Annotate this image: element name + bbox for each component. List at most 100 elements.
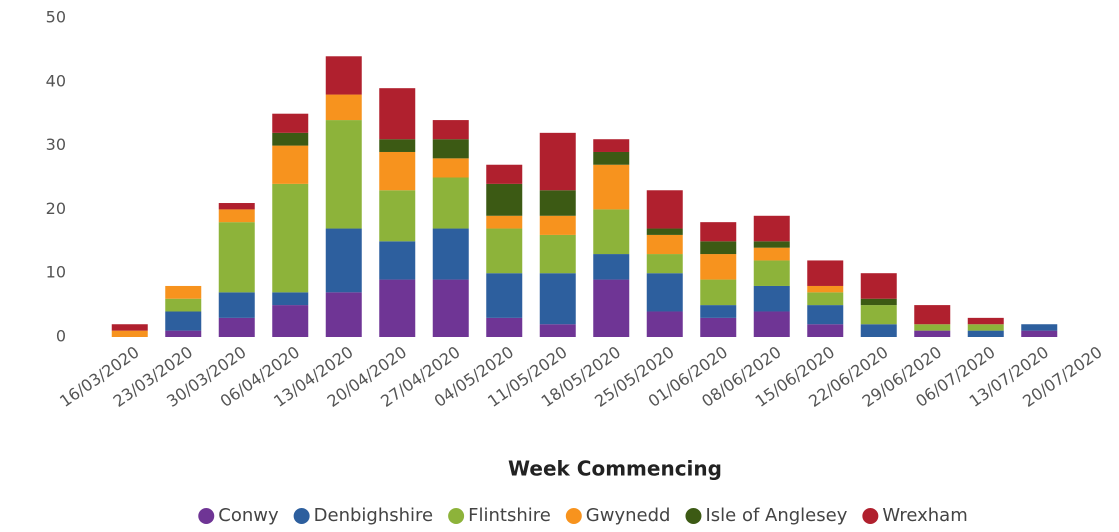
- bar-segment: [111, 324, 148, 331]
- bar-segment: [860, 305, 897, 325]
- bar-segment: [807, 324, 844, 337]
- legend-label: Wrexham: [882, 505, 967, 526]
- y-tick-label: 0: [56, 327, 66, 346]
- bar-segment: [539, 324, 576, 337]
- bar-segment: [486, 317, 523, 337]
- bar-segment: [967, 317, 1004, 325]
- bar-segment: [432, 228, 469, 280]
- legend-swatch: [448, 508, 465, 524]
- bar-segment: [539, 190, 576, 216]
- bar-segment: [860, 324, 897, 337]
- bar-segment: [646, 254, 683, 274]
- bar-segment: [218, 222, 255, 293]
- bar-segment: [379, 139, 416, 152]
- bar-segment: [165, 285, 202, 299]
- bar-segment: [379, 279, 416, 337]
- legend-label: Flintshire: [468, 505, 551, 526]
- bar-segment: [272, 183, 309, 293]
- bar-segment: [539, 215, 576, 235]
- bar-segment: [325, 120, 362, 229]
- y-tick-label: 40: [46, 71, 66, 90]
- bar-segment: [646, 311, 683, 337]
- bar-segment: [218, 203, 255, 210]
- bar-segment: [646, 273, 683, 312]
- bar-segment: [432, 279, 469, 337]
- legend-label: Denbighshire: [314, 505, 433, 526]
- bar-segment: [753, 311, 790, 337]
- bar-segment: [700, 241, 737, 255]
- bar-segment: [860, 273, 897, 299]
- bar-segment: [753, 260, 790, 286]
- bar-segment: [914, 324, 951, 331]
- bar-segment: [218, 209, 255, 223]
- bar-segment: [593, 151, 630, 165]
- bar-segment: [967, 330, 1004, 337]
- bar-segment: [432, 177, 469, 229]
- legend-swatch: [862, 508, 879, 524]
- bar-segment: [593, 209, 630, 255]
- bar-segment: [646, 190, 683, 229]
- bar-segment: [753, 285, 790, 312]
- bar-segment: [325, 56, 362, 95]
- bar-segment: [486, 228, 523, 274]
- bar-segment: [539, 273, 576, 325]
- legend-swatch: [198, 508, 215, 524]
- bar-segment: [860, 298, 897, 306]
- bar-segment: [272, 145, 309, 184]
- bar-segment: [593, 279, 630, 337]
- bar-segment: [593, 139, 630, 152]
- bar-segment: [111, 330, 148, 337]
- bar-segment: [539, 234, 576, 274]
- bar-segment: [914, 305, 951, 325]
- legend-swatch: [685, 508, 702, 524]
- bar-segment: [218, 317, 255, 337]
- bar-segment: [807, 285, 844, 293]
- bar-segment: [646, 228, 683, 235]
- bar-segment: [753, 247, 790, 261]
- y-tick-label: 30: [46, 135, 66, 154]
- bar-segment: [272, 292, 309, 306]
- bar-segment: [379, 241, 416, 280]
- bar-segment: [379, 190, 416, 242]
- bar-segment: [325, 94, 362, 121]
- y-tick-label: 20: [46, 199, 66, 218]
- bar-segment: [165, 311, 202, 331]
- bar-segment: [593, 254, 630, 280]
- bar-segment: [486, 273, 523, 318]
- bar-segment: [432, 120, 469, 140]
- bar-segment: [914, 330, 951, 337]
- bar-segment: [486, 183, 523, 216]
- bar-segment: [1021, 324, 1058, 331]
- bar-segment: [967, 324, 1004, 331]
- legend-label: Gwynedd: [586, 505, 671, 526]
- bar-segment: [700, 222, 737, 242]
- bar-segment: [807, 292, 844, 306]
- bar-segment: [165, 298, 202, 312]
- bar-segment: [165, 330, 202, 337]
- bar-segment: [432, 139, 469, 159]
- bar-segment: [700, 279, 737, 306]
- bar-segment: [272, 113, 309, 133]
- bar-segment: [753, 215, 790, 242]
- bar-segment: [1021, 330, 1058, 337]
- y-tick-label: 10: [46, 263, 66, 282]
- bar-segment: [539, 132, 576, 191]
- bar-segment: [379, 88, 416, 140]
- bar-segment: [593, 164, 630, 210]
- bar-segment: [432, 158, 469, 178]
- x-axis-title: Week Commencing: [508, 457, 722, 481]
- bar-segment: [700, 317, 737, 337]
- bar-segment: [700, 254, 737, 280]
- y-tick-label: 50: [46, 8, 66, 27]
- bar-segment: [272, 305, 309, 337]
- legend: Conwy Denbighshire Flintshire Gwynedd Isle o…: [198, 505, 968, 526]
- legend-swatch: [565, 508, 582, 524]
- legend-label: Isle of Anglesey: [705, 505, 847, 526]
- bar-segment: [218, 292, 255, 318]
- bar-segment: [753, 241, 790, 248]
- bar-segment: [807, 305, 844, 325]
- bar-segment: [486, 215, 523, 229]
- legend-label: Conwy: [218, 505, 279, 526]
- legend-swatch: [293, 508, 310, 524]
